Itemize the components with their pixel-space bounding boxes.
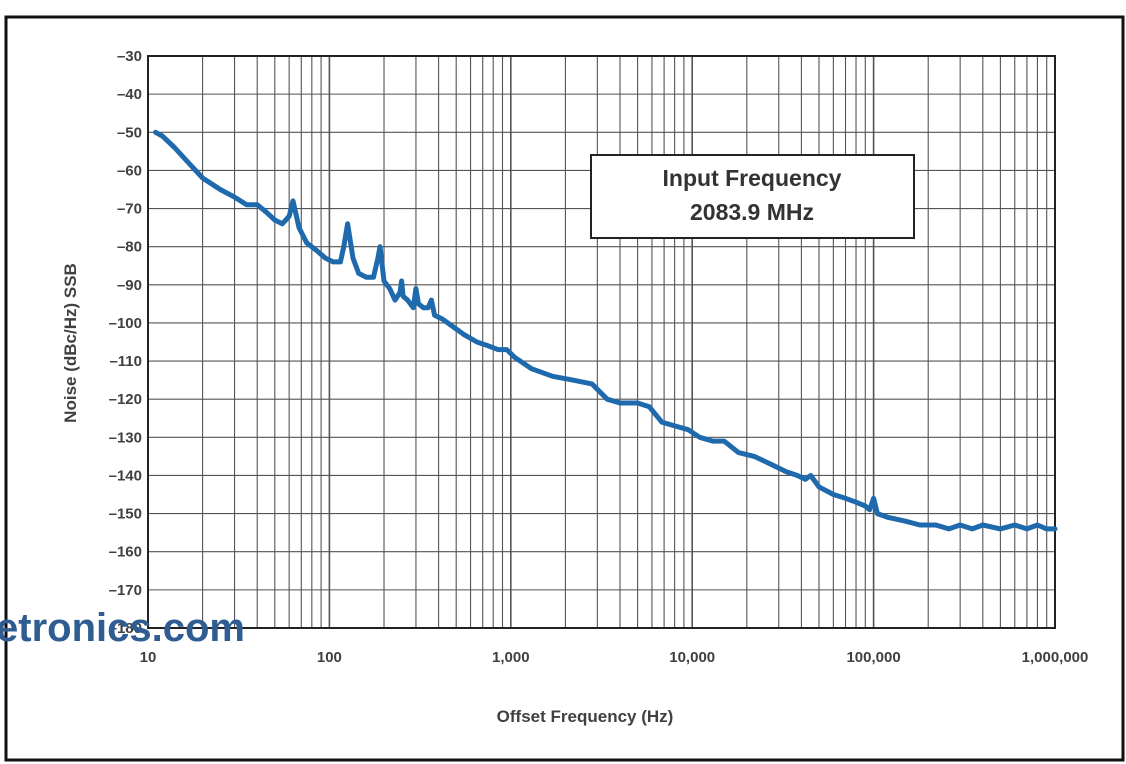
figure-border (4, 15, 1125, 762)
y-tick-label: –150 (109, 506, 142, 523)
x-tick-label: 1,000,000 (1022, 649, 1089, 666)
x-axis-title: Offset Frequency (Hz) (497, 707, 674, 726)
y-tick-label: –60 (117, 162, 142, 179)
y-tick-label: –110 (109, 353, 142, 370)
y-tick-label: –70 (117, 201, 142, 218)
x-tick-label: 100,000 (846, 649, 900, 666)
y-tick-label: –130 (109, 429, 142, 446)
x-tick-labels: 10 100 1,000 10,000 100,000 1,000,000 (140, 649, 1089, 666)
y-tick-label: –140 (109, 467, 142, 484)
series-line (153, 129, 1058, 532)
annotation-line-2: 2083.9 MHz (690, 199, 814, 225)
plot-area-border (147, 55, 1056, 629)
y-tick-labels: –30 –40 –50 –60 –70 –80 –90 –100 –110 –120 –130 –14… (109, 48, 142, 637)
y-tick-label: –160 (109, 544, 142, 561)
y-tick-label: –80 (117, 239, 142, 256)
x-tick-label: 1,000 (492, 649, 530, 666)
y-tick-label: –170 (109, 582, 142, 599)
y-tick-label: –120 (109, 391, 142, 408)
annotation-box: Input Frequency 2083.9 MHz (590, 154, 915, 239)
y-tick-label: –90 (117, 277, 142, 294)
x-tick-label: 10 (140, 649, 157, 666)
annotation-line-1: Input Frequency (663, 165, 842, 191)
y-tick-label: –30 (117, 48, 142, 65)
y-tick-label: –180 (109, 620, 142, 637)
x-tick-label: 100 (317, 649, 342, 666)
y-tick-label: –100 (109, 315, 142, 332)
watermark-text: etronics.com (0, 606, 245, 650)
y-tick-label: –40 (117, 86, 142, 103)
y-tick-label: –50 (117, 124, 142, 141)
annotation-frame (590, 154, 915, 239)
x-tick-label: 10,000 (669, 649, 715, 666)
y-axis-title: Noise (dBc/Hz) SSB (61, 263, 80, 423)
